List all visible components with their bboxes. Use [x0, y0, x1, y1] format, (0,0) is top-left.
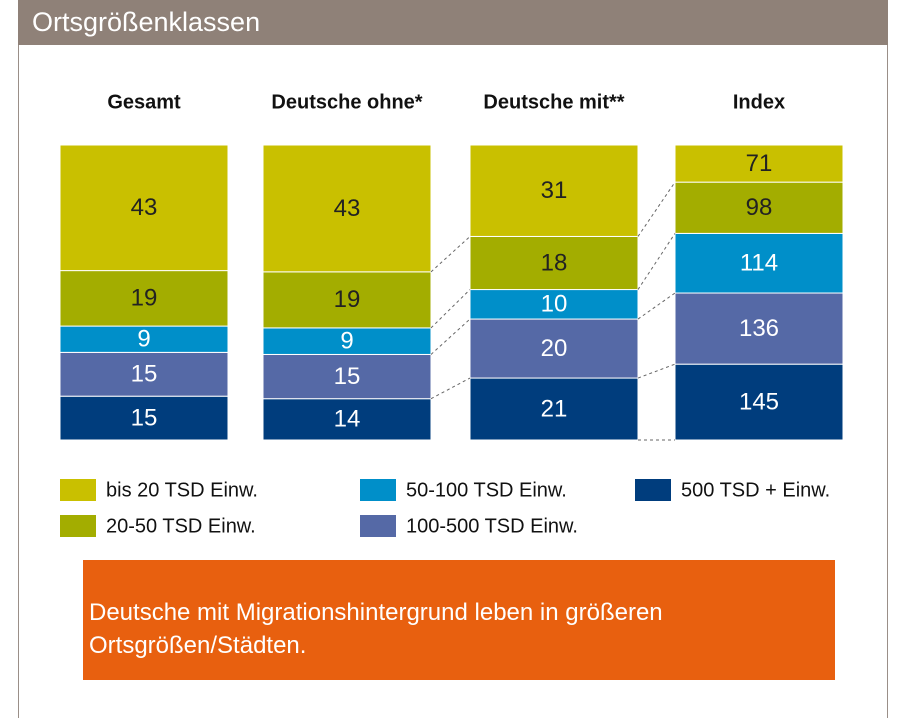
column-title: Index: [733, 91, 785, 113]
bar-segment: [674, 292, 844, 365]
legend-swatch: [60, 479, 96, 501]
data-label: 71: [746, 150, 773, 177]
data-label: 31: [541, 177, 568, 204]
data-label: 9: [137, 326, 150, 353]
connector: [637, 292, 676, 320]
data-label: 9: [340, 328, 353, 355]
bar-segment: [262, 327, 432, 355]
header-title: Ortsgrößenklassen: [18, 0, 888, 45]
bar-segment: [59, 395, 229, 441]
legend-label: bis 20 TSD Einw.: [106, 479, 258, 501]
data-label: 43: [334, 195, 361, 222]
data-label: 10: [541, 291, 568, 318]
legend-label: 100-500 TSD Einw.: [406, 515, 578, 537]
data-label: 15: [131, 361, 158, 388]
bar-segment: [59, 351, 229, 397]
frame: [18, 45, 888, 718]
data-label: 136: [739, 315, 779, 342]
connector: [637, 363, 676, 379]
bar-segment: [469, 377, 639, 441]
connector: [637, 233, 676, 290]
connector: [430, 236, 471, 273]
connector: [430, 377, 471, 400]
legend-label: 50-100 TSD Einw.: [406, 479, 567, 501]
legend-swatch: [360, 479, 396, 501]
bar-segment: [262, 353, 432, 400]
connector: [430, 289, 471, 329]
data-label: 19: [131, 285, 158, 312]
data-label: 114: [740, 250, 778, 277]
bar-segment: [59, 325, 229, 353]
connector: [430, 318, 471, 355]
data-label: 145: [739, 388, 779, 415]
data-label: 15: [334, 363, 361, 390]
column-title: Gesamt: [107, 91, 181, 113]
bar-segment: [59, 270, 229, 327]
bar-segment: [674, 144, 844, 183]
bar-segment: [469, 289, 639, 320]
data-label: 14: [334, 406, 361, 433]
bar-segment: [262, 398, 432, 441]
data-label: 20: [541, 335, 568, 362]
data-label: 98: [746, 194, 773, 221]
bar-segment: [469, 235, 639, 291]
data-label: 18: [541, 249, 568, 276]
connector: [637, 181, 676, 237]
data-label: 43: [131, 194, 158, 221]
data-label: 19: [334, 286, 361, 313]
bar-segment: [469, 144, 639, 237]
bar-segment: [674, 232, 844, 294]
column-title: Deutsche mit**: [483, 91, 624, 113]
note: Deutsche mit Migrationshintergrund leben…: [83, 560, 835, 680]
legend-label: 20-50 TSD Einw.: [106, 515, 256, 537]
data-label: 15: [131, 404, 158, 431]
bar-segment: [59, 144, 229, 272]
bar-segment: [674, 363, 844, 441]
note-text: Deutsche mit Migrationshintergrund leben…: [89, 599, 663, 659]
legend-swatch: [360, 515, 396, 537]
legend-swatch: [635, 479, 671, 501]
column-title: Deutsche ohne*: [271, 91, 422, 113]
legend-swatch: [60, 515, 96, 537]
bar-segment: [262, 271, 432, 329]
data-label: 21: [541, 395, 568, 422]
legend-label: 500 TSD + Einw.: [681, 479, 830, 501]
bar-segment: [674, 181, 844, 234]
bar-segment: [262, 144, 432, 273]
